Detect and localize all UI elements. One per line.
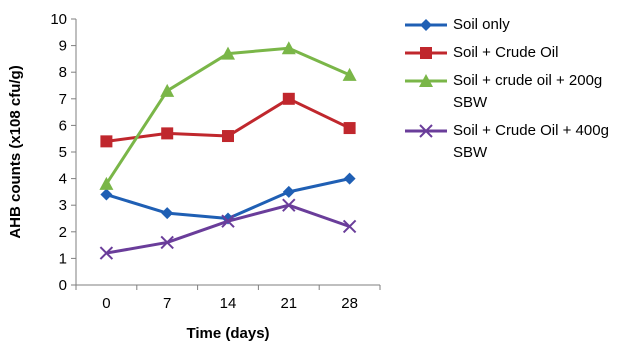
- data-point: [420, 19, 432, 31]
- chart-series: [99, 41, 357, 260]
- data-point: [282, 198, 296, 212]
- series-3: [99, 41, 357, 190]
- data-point: [343, 172, 356, 185]
- data-point: [342, 219, 357, 234]
- data-point: [99, 246, 114, 260]
- y-tick-label: 5: [59, 144, 67, 161]
- y-tick-label: 9: [59, 38, 67, 55]
- legend-label: Soil + Crude Oil: [453, 44, 559, 61]
- legend-swatch: [405, 19, 447, 31]
- legend-item: Soil only: [403, 14, 627, 36]
- data-point: [221, 214, 235, 228]
- series-line: [105, 46, 351, 185]
- x-tick-label: 14: [220, 295, 237, 312]
- legend: Soil only Soil + Crude Oil Soil + crude oi…: [403, 14, 627, 170]
- y-tick-label: 10: [50, 11, 67, 28]
- data-point: [343, 122, 356, 135]
- data-point: [420, 47, 432, 59]
- data-point-stroke: [160, 235, 174, 250]
- legend-label: Soil + crude oil + 200g SBW: [453, 72, 603, 111]
- data-point: [161, 127, 174, 140]
- y-tick-label: 3: [59, 197, 67, 214]
- y-tick-label: 7: [59, 91, 67, 108]
- legend-label: Soil only: [453, 16, 510, 33]
- series-line: [106, 203, 351, 255]
- y-tick-label: 6: [59, 117, 67, 134]
- series-2: [100, 92, 356, 148]
- y-axis-title: AHB counts (x108 cfu/g): [7, 65, 24, 238]
- x-axis-title: Time (days): [186, 325, 269, 342]
- y-tick-label: 4: [59, 171, 67, 188]
- data-point: [419, 124, 433, 138]
- y-tick-label: 0: [59, 277, 67, 294]
- data-point: [100, 188, 113, 201]
- x-axis-ticks: 0 7 14 21 28: [75, 285, 381, 312]
- data-point-stroke: [221, 214, 235, 228]
- data-point-stroke: [342, 219, 357, 234]
- data-point: [99, 176, 114, 190]
- data-point-stroke: [419, 124, 433, 138]
- x-tick-label: 21: [280, 295, 297, 312]
- data-point-stroke: [99, 246, 114, 260]
- data-point-stroke: [282, 198, 296, 212]
- data-point: [281, 41, 296, 55]
- legend-swatch: [405, 124, 447, 138]
- data-point: [282, 92, 295, 105]
- y-tick-label: 2: [59, 224, 67, 241]
- data-point: [161, 207, 174, 220]
- series-1: [100, 172, 356, 225]
- legend-swatch: [405, 47, 447, 59]
- data-point: [160, 235, 174, 250]
- legend-item: Soil + crude oil + 200g SBW: [403, 70, 627, 114]
- legend-item: Soil + Crude Oil: [403, 42, 627, 64]
- y-tick-label: 8: [59, 64, 67, 81]
- x-tick-label: 7: [163, 295, 171, 312]
- y-tick-label: 1: [59, 250, 67, 267]
- data-point: [100, 135, 113, 148]
- x-tick-label: 28: [341, 295, 358, 312]
- data-point: [221, 46, 235, 60]
- data-point: [419, 74, 433, 87]
- data-point: [282, 185, 295, 198]
- y-axis-ticks: 0 1 2 3 4 5 6 7 8 9 10: [50, 11, 76, 294]
- x-tick-label: 0: [102, 295, 110, 312]
- legend-swatch: [405, 74, 447, 87]
- data-point: [222, 130, 234, 143]
- legend-item: Soil + Crude Oil + 400g SBW: [403, 120, 627, 164]
- series-4: [99, 198, 357, 260]
- data-point: [342, 67, 357, 81]
- data-point: [160, 83, 175, 97]
- legend-label: Soil + Crude Oil + 400g SBW: [453, 122, 609, 161]
